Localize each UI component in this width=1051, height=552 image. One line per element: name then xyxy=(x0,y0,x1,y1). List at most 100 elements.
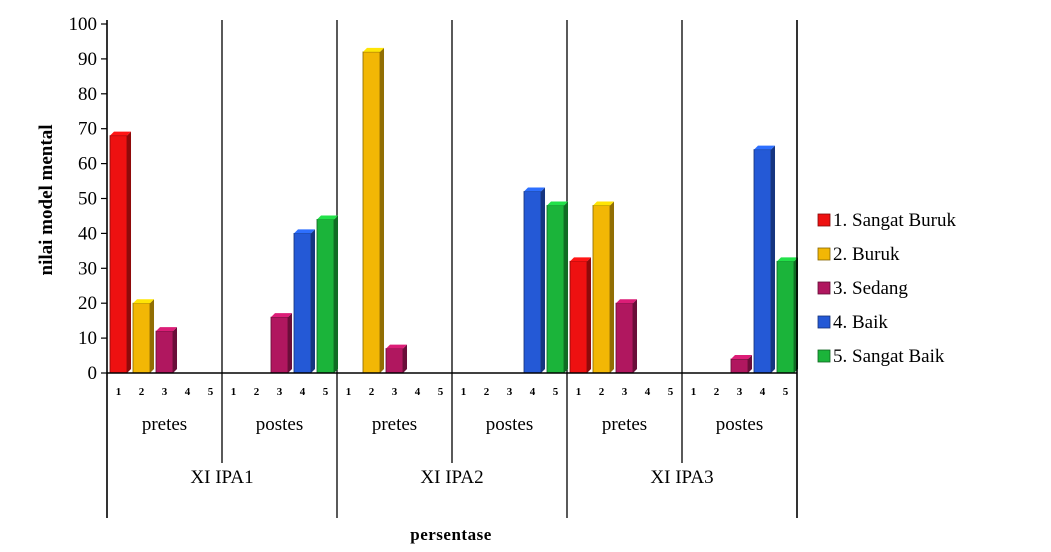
bar-top xyxy=(753,145,776,150)
bar xyxy=(546,205,565,374)
bar-side xyxy=(311,229,316,373)
y-tick-label: 0 xyxy=(88,363,98,384)
bar xyxy=(615,302,634,374)
bar-side xyxy=(587,257,592,373)
bar xyxy=(270,316,289,374)
phase-label: postes xyxy=(716,414,764,435)
subcategory-label: 2 xyxy=(599,386,605,398)
subcategory-label: 2 xyxy=(139,386,145,398)
subcategory-label: 3 xyxy=(162,386,168,398)
subcategory-label: 3 xyxy=(392,386,398,398)
legend-label: 5. Sangat Baik xyxy=(833,346,945,367)
y-tick-label: 90 xyxy=(78,49,97,70)
subcategory-label: 1 xyxy=(576,386,582,398)
y-tick-label: 50 xyxy=(78,189,97,210)
subcategory-label: 3 xyxy=(507,386,513,398)
bar-side xyxy=(380,47,385,374)
bar-side xyxy=(334,215,339,373)
subcategory-label: 1 xyxy=(346,386,352,398)
subcategory-label: 4 xyxy=(185,386,191,398)
bar xyxy=(385,348,404,374)
bar-top xyxy=(155,327,178,332)
bar-side xyxy=(771,145,776,373)
bar xyxy=(155,330,174,374)
bar-top xyxy=(523,187,546,192)
subcategory-label: 1 xyxy=(461,386,467,398)
class-label: XI IPA2 xyxy=(420,467,483,488)
bar-top xyxy=(270,313,293,318)
bar-top xyxy=(316,215,339,220)
bar-top xyxy=(109,131,132,136)
legend-swatch xyxy=(817,281,831,295)
phase-label: postes xyxy=(256,414,304,435)
subcategory-label: 4 xyxy=(300,386,306,398)
bar-top xyxy=(132,299,155,304)
subcategory-label: 2 xyxy=(714,386,720,398)
bar-top xyxy=(592,201,615,206)
bar-top xyxy=(362,47,385,52)
class-label: XI IPA1 xyxy=(190,467,253,488)
bar-top xyxy=(730,355,753,360)
subcategory-label: 3 xyxy=(277,386,283,398)
legend-label: 1. Sangat Buruk xyxy=(833,210,956,231)
bar-side xyxy=(127,131,132,373)
bar-side xyxy=(173,327,178,373)
bar xyxy=(132,302,151,374)
subcategory-label: 5 xyxy=(438,386,444,398)
phase-label: postes xyxy=(486,414,534,435)
bar xyxy=(109,135,128,374)
subcategory-label: 4 xyxy=(645,386,651,398)
y-tick-label: 70 xyxy=(78,119,97,140)
bar-side xyxy=(403,344,408,373)
phase-label: pretes xyxy=(602,414,647,435)
bar-side xyxy=(610,201,615,373)
subcategory-label: 5 xyxy=(553,386,559,398)
bar-top xyxy=(385,344,408,349)
y-tick-labels: 0 10 20 30 40 50 60 70 80 90 100 xyxy=(69,14,107,384)
legend-swatch xyxy=(817,247,831,261)
bar-side xyxy=(541,187,546,373)
bar-top xyxy=(776,257,799,262)
bar xyxy=(730,358,749,374)
x-tick-labels: 1 2 3 4 5 pretes 1 2 3 4 5 postes XI IPA1 1 2 3 4 5 pretes… xyxy=(116,386,789,488)
subcategory-label: 3 xyxy=(737,386,743,398)
bar-top xyxy=(293,229,316,234)
bar xyxy=(523,191,542,374)
group-separator-lines xyxy=(221,20,683,518)
y-tick-label: 30 xyxy=(78,258,97,279)
bar xyxy=(316,219,335,374)
subcategory-label: 1 xyxy=(116,386,122,398)
legend-swatch xyxy=(817,213,831,227)
bar-side xyxy=(150,299,155,373)
subcategory-label: 1 xyxy=(231,386,237,398)
class-label: XI IPA3 xyxy=(650,467,713,488)
legend-swatch xyxy=(817,349,831,363)
y-tick-label: 100 xyxy=(69,14,98,35)
x-axis-label: persentase xyxy=(410,525,491,544)
subcategory-label: 2 xyxy=(369,386,375,398)
subcategory-label: 4 xyxy=(530,386,536,398)
y-tick-label: 60 xyxy=(78,154,97,175)
bar xyxy=(569,260,588,374)
axes xyxy=(106,20,798,518)
subcategory-label: 5 xyxy=(668,386,674,398)
legend-label: 2. Buruk xyxy=(833,244,900,265)
y-tick-label: 40 xyxy=(78,223,97,244)
bar xyxy=(592,205,611,374)
bars xyxy=(109,47,799,374)
subcategory-label: 2 xyxy=(254,386,260,398)
y-tick-label: 20 xyxy=(78,293,97,314)
bar-side xyxy=(288,313,293,373)
bar-top xyxy=(615,299,638,304)
subcategory-label: 5 xyxy=(323,386,329,398)
subcategory-label: 4 xyxy=(415,386,421,398)
bar-side xyxy=(564,201,569,373)
legend-label: 4. Baik xyxy=(833,312,888,333)
y-tick-label: 80 xyxy=(78,84,97,105)
subcategory-label: 5 xyxy=(208,386,214,398)
bar xyxy=(753,149,772,374)
legend-swatch xyxy=(817,315,831,329)
y-axis-label: nilai model mental xyxy=(36,125,57,276)
legend: 1. Sangat Buruk 2. Buruk 3. Sedang 4. Baik 5… xyxy=(817,210,956,367)
